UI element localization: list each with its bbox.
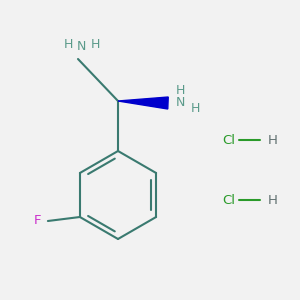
Text: Cl: Cl [222, 134, 235, 146]
Text: H: H [268, 194, 278, 206]
Text: Cl: Cl [222, 194, 235, 206]
Text: H: H [90, 38, 100, 52]
Text: N: N [76, 40, 86, 53]
Polygon shape [118, 97, 168, 109]
Text: H: H [175, 83, 185, 97]
Text: H: H [268, 134, 278, 146]
Text: H: H [63, 38, 73, 52]
Text: F: F [34, 214, 42, 227]
Text: N: N [175, 97, 185, 110]
Text: H: H [190, 101, 200, 115]
